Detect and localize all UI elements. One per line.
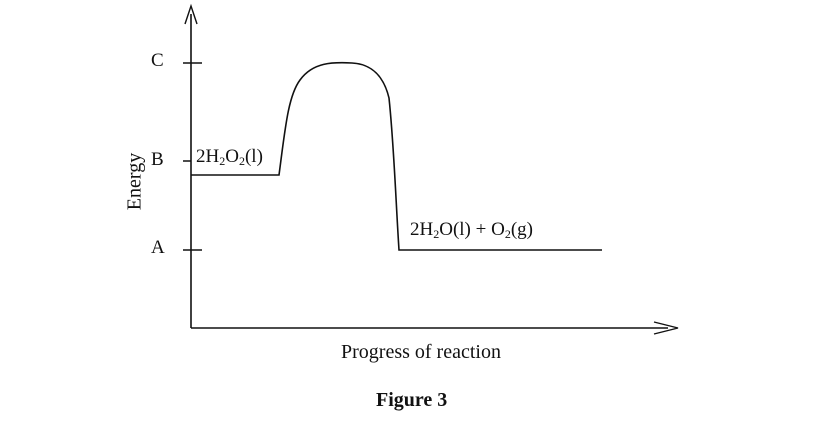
products-label: 2H2O(l) + O2(g) (410, 219, 533, 241)
energy-level-b-label: B (151, 149, 164, 170)
x-axis-label: Progress of reaction (341, 341, 501, 363)
figure-caption: Figure 3 (376, 389, 448, 411)
energy-level-a-label: A (151, 237, 165, 258)
y-axis-arrowhead (184, 3, 198, 25)
energy-level-c-label: C (151, 50, 164, 71)
energy-profile-curve (191, 61, 602, 251)
y-axis-label: Energy (123, 152, 146, 211)
x-axis-arrowhead (653, 321, 679, 335)
reactant-label: 2H2O2(l) (196, 146, 263, 168)
